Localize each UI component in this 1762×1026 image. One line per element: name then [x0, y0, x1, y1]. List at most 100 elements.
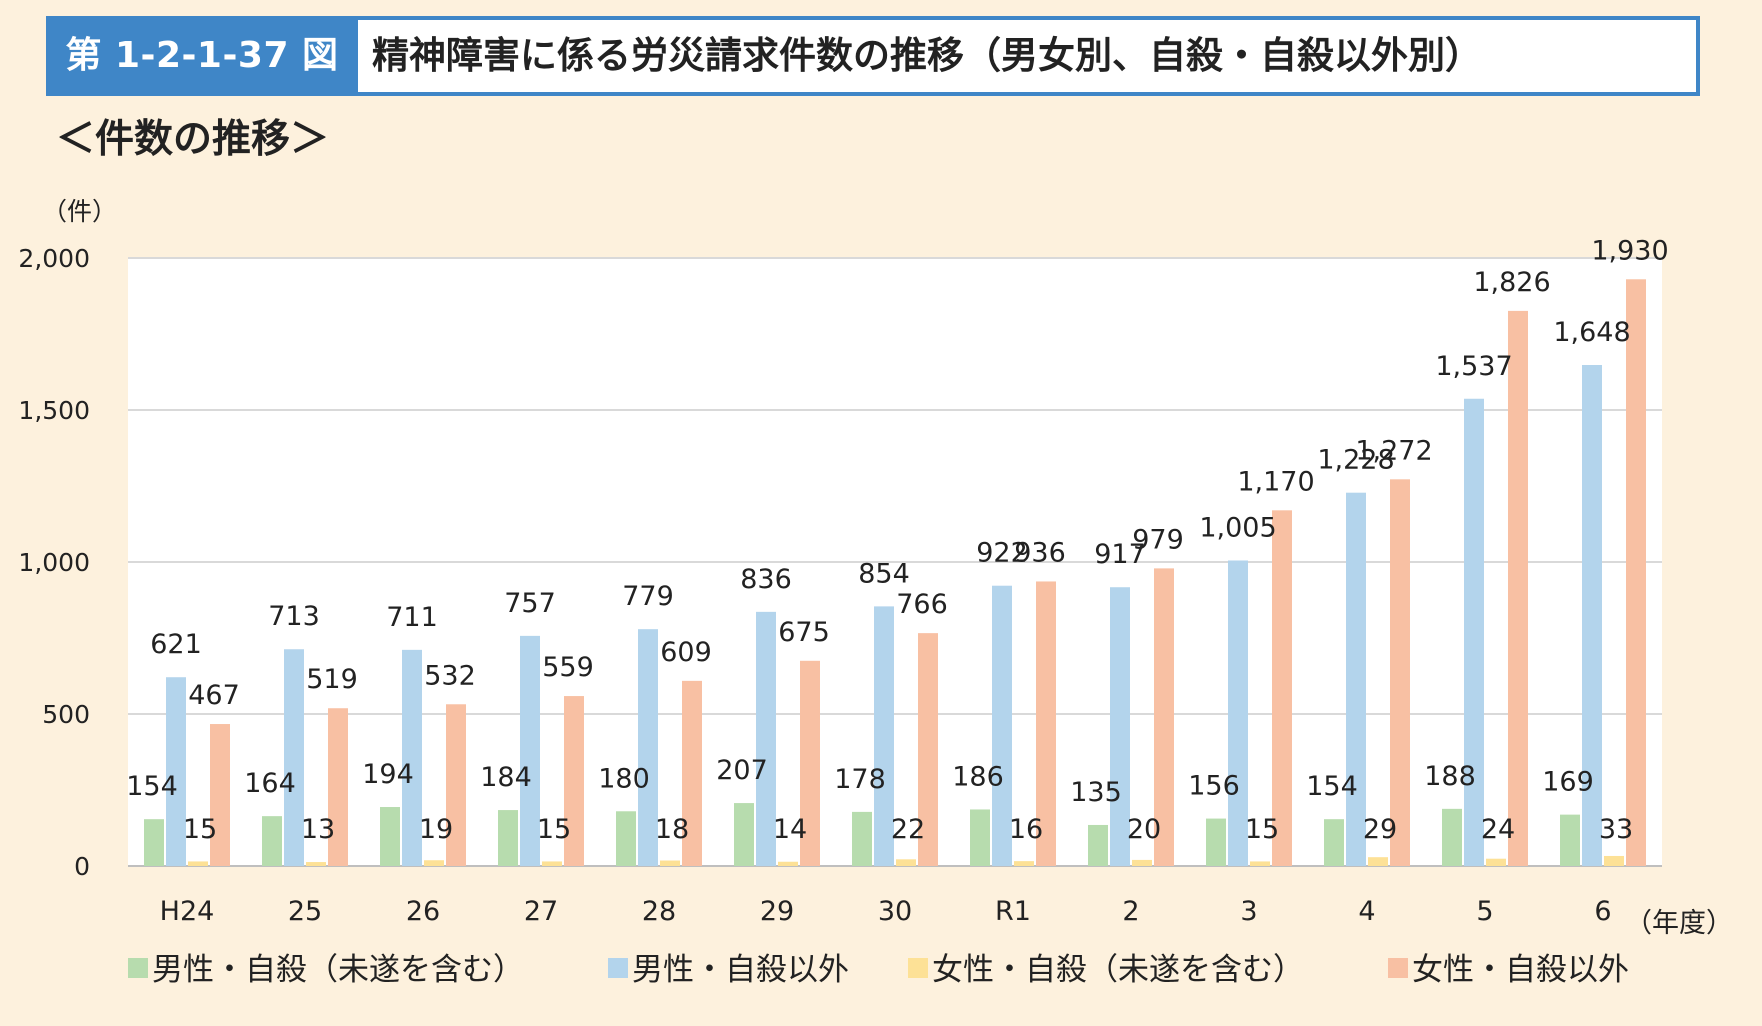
data-label: 194 [362, 759, 414, 790]
data-label: 532 [424, 660, 476, 691]
bar [1132, 859, 1152, 866]
bar [1206, 818, 1226, 866]
data-label: 779 [622, 581, 674, 612]
bar [144, 819, 164, 866]
x-axis-label: （年度） [1625, 908, 1733, 939]
bar [1272, 510, 1292, 866]
bar [734, 803, 754, 866]
data-label: 33 [1599, 814, 1633, 845]
data-label: 186 [952, 761, 1004, 792]
chart-labels: 05001,0001,5002,000（件）15462115467H241647… [18, 197, 1733, 939]
bar [616, 811, 636, 866]
bar [1110, 587, 1130, 866]
x-tick-label: 26 [406, 896, 440, 927]
y-tick-label: 0 [74, 852, 90, 881]
y-tick-label: 1,500 [18, 396, 90, 425]
data-label: 1,648 [1553, 317, 1630, 348]
legend-label: 女性・自殺以外 [1412, 952, 1629, 988]
figure-number: 第 1-2-1-37 図 [65, 35, 339, 76]
x-tick-label: 25 [288, 896, 322, 927]
data-label: 836 [740, 564, 792, 595]
data-label: 18 [655, 814, 689, 845]
data-label: 559 [542, 652, 594, 683]
legend-label: 女性・自殺（未遂を含む） [932, 952, 1304, 988]
x-tick-label: 27 [524, 896, 558, 927]
data-label: 766 [896, 589, 948, 620]
bar [284, 649, 304, 866]
bar [1228, 560, 1248, 866]
bar [1604, 855, 1624, 866]
plot-area [128, 257, 1662, 867]
data-label: 675 [778, 617, 830, 648]
data-label: 16 [1009, 814, 1043, 845]
bar [1486, 858, 1506, 866]
bar [874, 606, 894, 866]
bar [1442, 808, 1462, 866]
x-tick-label: 4 [1358, 896, 1375, 927]
data-label: 15 [537, 814, 571, 845]
y-tick-label: 2,000 [18, 244, 90, 273]
bar [1036, 581, 1056, 866]
bar [918, 633, 938, 866]
bar [660, 860, 680, 866]
bar [852, 811, 872, 866]
bar [1088, 824, 1108, 866]
data-label: 1,005 [1199, 512, 1276, 543]
data-label: 609 [660, 637, 712, 668]
figure-title-bar: 第 1-2-1-37 図 精神障害に係る労災請求件数の推移（男女別、自殺・自殺以… [46, 16, 1700, 96]
data-label: 188 [1424, 761, 1476, 792]
y-tick-label: 500 [42, 700, 90, 729]
legend-label: 男性・自殺（未遂を含む） [152, 952, 524, 988]
x-tick-label: R1 [995, 896, 1031, 927]
bar [188, 861, 208, 866]
bar [896, 859, 916, 866]
data-label: 711 [386, 602, 438, 633]
data-label: 154 [126, 771, 178, 802]
data-label: 156 [1188, 771, 1240, 802]
x-tick-label: 6 [1594, 896, 1611, 927]
data-label: 154 [1306, 771, 1358, 802]
data-label: 917 [1094, 539, 1146, 570]
bar [992, 585, 1012, 866]
data-label: 207 [716, 755, 768, 786]
x-tick-label: H24 [160, 896, 215, 927]
y-tick-label: 1,000 [18, 548, 90, 577]
bar [446, 704, 466, 866]
data-label: 922 [976, 538, 1028, 569]
data-label: 164 [244, 768, 296, 799]
bar [424, 860, 444, 866]
data-label: 15 [183, 814, 217, 845]
data-label: 936 [1014, 537, 1066, 568]
data-label: 22 [891, 814, 925, 845]
data-label: 757 [504, 588, 556, 619]
chart-subtitle: ＜件数の推移＞ [56, 117, 330, 162]
data-label: 184 [480, 762, 532, 793]
data-label: 713 [268, 601, 320, 632]
legend-swatch [608, 958, 628, 978]
y-axis-label: （件） [42, 197, 117, 226]
bar [1390, 479, 1410, 866]
bar [166, 677, 186, 866]
bar [778, 861, 798, 866]
bar [498, 810, 518, 866]
bar [1324, 819, 1344, 866]
x-tick-label: 5 [1476, 896, 1493, 927]
data-label: 135 [1070, 777, 1122, 808]
bar [638, 629, 658, 866]
legend-swatch [128, 958, 148, 978]
data-label: 19 [419, 814, 453, 845]
figure-title: 精神障害に係る労災請求件数の推移（男女別、自殺・自殺以外別） [372, 34, 1482, 77]
bar [1014, 861, 1034, 866]
data-label: 20 [1127, 814, 1161, 845]
data-label: 169 [1542, 767, 1594, 798]
data-label: 467 [188, 680, 240, 711]
bar [328, 708, 348, 866]
bar [1582, 365, 1602, 866]
data-label: 13 [301, 814, 335, 845]
data-label: 180 [598, 763, 650, 794]
bar [1154, 568, 1174, 866]
bar [542, 861, 562, 866]
x-tick-label: 3 [1240, 896, 1257, 927]
bar [1508, 310, 1528, 866]
bar [682, 680, 702, 866]
